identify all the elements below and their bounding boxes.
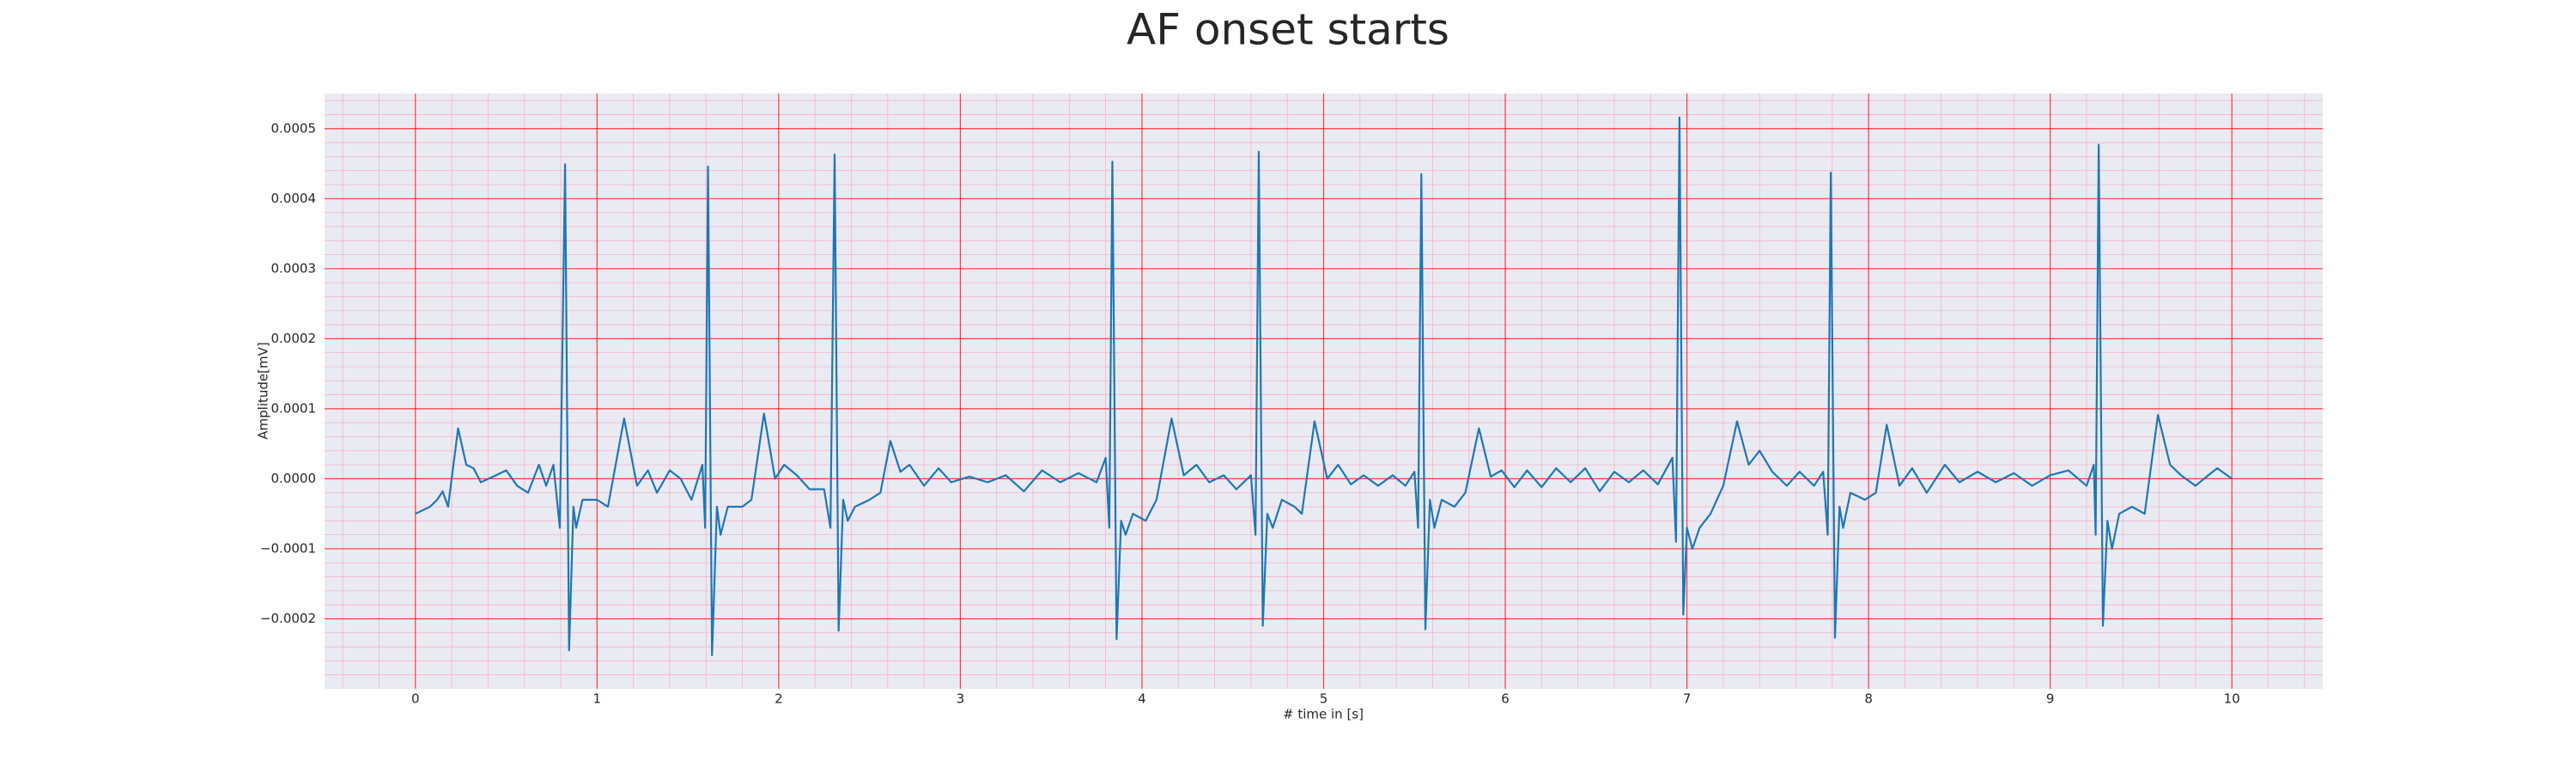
y-tick-label: −0.0002 [260,611,316,626]
y-tick-label: 0.0004 [271,191,317,206]
x-tick-label: 4 [1138,691,1146,707]
x-tick-label: 9 [2046,691,2055,707]
y-axis-label: Amplitude[mV] [256,342,271,439]
ecg-line [415,116,2233,656]
x-tick-label: 3 [957,691,965,707]
y-tick-label: 0.0002 [271,331,317,346]
y-tick-label: 0.0003 [271,260,317,276]
x-tick-label: 10 [2224,691,2240,707]
x-axis-label: # time in [s] [1283,707,1364,722]
x-tick-label: 2 [775,691,783,707]
x-tick-label: 8 [1864,691,1873,707]
y-tick-label: 0.0001 [271,400,317,416]
y-tick-label: −0.0001 [260,540,316,556]
x-tick-label: 0 [411,691,420,707]
x-tick-label: 1 [593,691,602,707]
chart-title: AF onset starts [1127,5,1449,55]
x-tick-label: 7 [1683,691,1692,707]
x-tick-label: 5 [1320,691,1328,707]
x-tick-label: 6 [1501,691,1510,707]
y-tick-label: 0.0005 [271,120,317,136]
y-tick-label: 0.0000 [271,471,317,486]
